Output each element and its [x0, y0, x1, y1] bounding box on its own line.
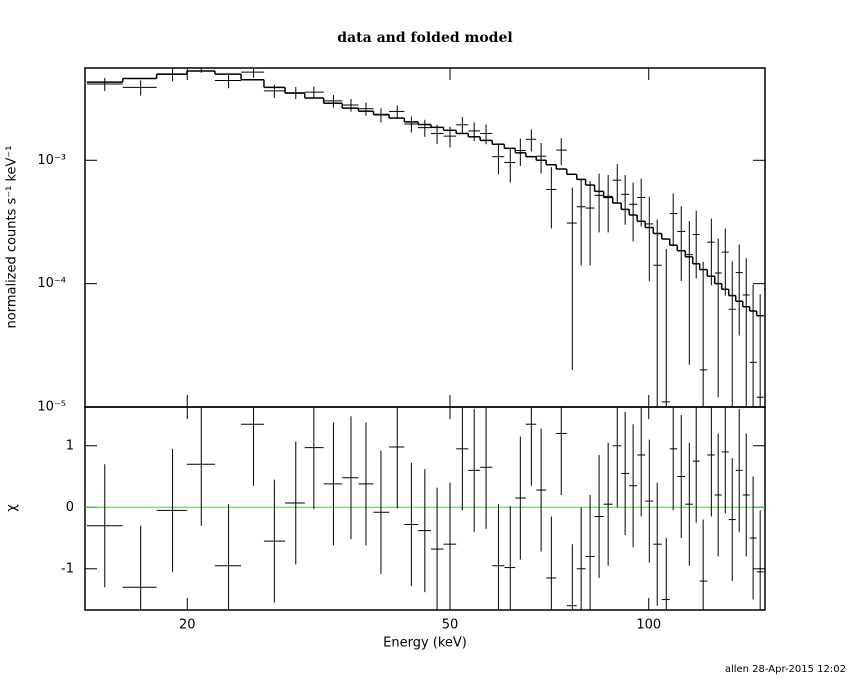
plot-frame: [84, 406, 766, 611]
y-tick-label: 10⁻³: [37, 153, 66, 168]
y-axis-label: χ: [5, 504, 20, 512]
plot-area: [86, 68, 764, 407]
y-tick-label: 0: [66, 500, 74, 515]
y-tick-label: -1: [61, 561, 74, 576]
plot-area: [85, 407, 765, 610]
chart-title: data and folded model: [337, 30, 512, 46]
x-tick-label: 50: [442, 618, 459, 633]
y-tick-label: 10⁻⁵: [37, 400, 66, 415]
y-tick-label: 1: [66, 438, 74, 453]
y-tick-label: 10⁻⁴: [37, 276, 66, 291]
x-axis-label: Energy (keV): [383, 636, 467, 651]
y-axis-label: normalized counts s⁻¹ keV⁻¹: [5, 146, 20, 329]
plot-frame: [84, 67, 766, 408]
x-tick-label: 100: [636, 618, 661, 633]
x-tick-label: 20: [179, 618, 196, 633]
footer: allen 28-Apr-2015 12:02: [725, 664, 846, 675]
